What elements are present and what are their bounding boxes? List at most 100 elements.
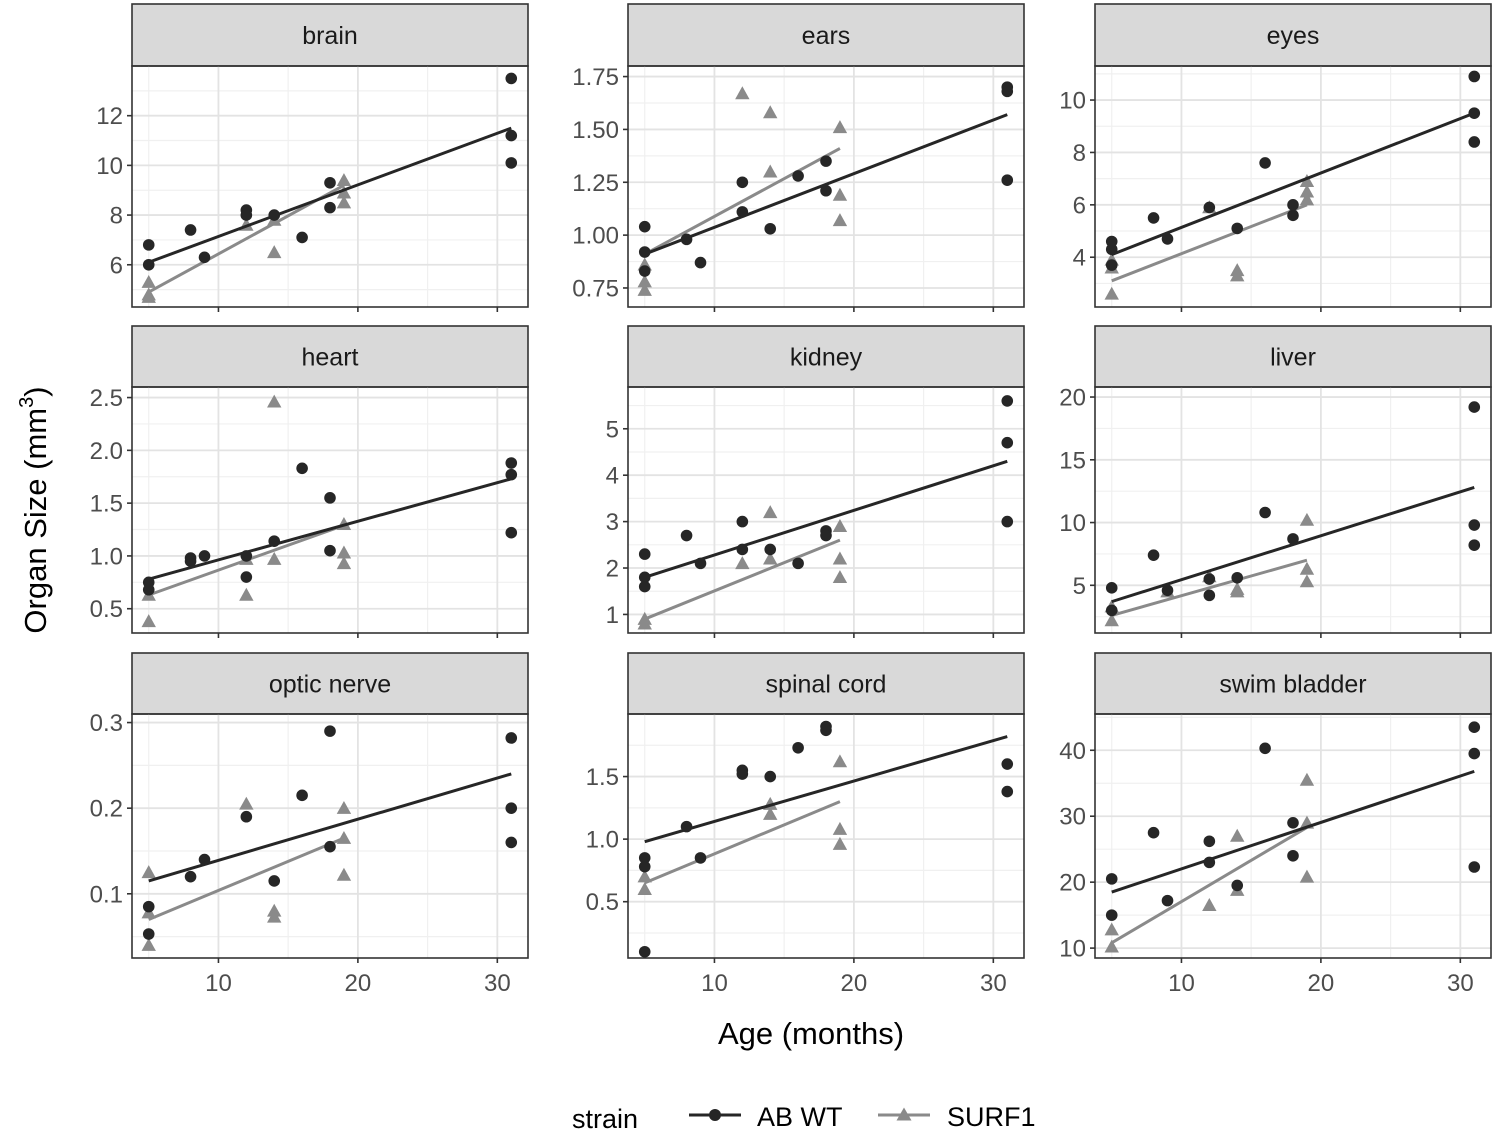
point-spinal-cord-ab-wt-0 [638,852,651,864]
legend-label-surf1: SURF1 [947,1102,1036,1132]
y-tick-label-liver-2: 15 [1059,447,1086,474]
point-swim-bladder-surf1-5 [1299,772,1315,786]
fit-line-swim-bladder-surf1 [1110,826,1308,945]
x-tick-label-swim-bladder-0: 10 [1168,970,1195,997]
y-tick-label-eyes-0: 4 [1073,245,1086,272]
facet-data-brain [141,72,518,303]
point-kidney-ab-wt-0 [638,548,651,560]
point-kidney-ab-wt-12 [1001,436,1014,449]
facet-strip-label-liver: liver [1270,344,1316,372]
point-swim-bladder-ab-wt-10 [1468,721,1481,733]
facet-border-spinal-cord [627,713,1025,959]
facet-grid-optic-nerve [132,714,528,958]
y-tick-label-heart-4: 2.5 [90,385,123,412]
point-swim-bladder-ab-wt-8 [1287,817,1299,829]
y-tick-label-optic-nerve-0: 0.1 [90,881,123,908]
point-ears-ab-wt-0 [638,220,651,233]
point-heart-surf1-7 [336,545,352,559]
point-heart-surf1-5 [267,551,282,565]
facet-strip-label-kidney: kidney [790,344,863,372]
point-eyes-ab-wt-1 [1105,243,1118,256]
point-optic-nerve-ab-wt-3 [198,853,211,866]
point-eyes-surf1-2 [1104,286,1119,300]
y-tick-label-liver-3: 20 [1059,385,1086,412]
facet-data-liver [1104,401,1481,627]
y-axis-title: Organ Size (mm3) [16,386,53,633]
fit-line-ears-ab-wt [644,113,1008,256]
point-heart-surf1-0 [141,614,156,628]
point-eyes-ab-wt-4 [1161,233,1174,245]
point-optic-nerve-ab-wt-8 [324,840,336,853]
y-tick-label-brain-1: 8 [110,203,123,230]
facet-strip-label-spinal-cord: spinal cord [766,671,887,699]
y-tick-label-brain-2: 10 [96,153,123,180]
point-brain-surf1-5 [267,245,282,259]
facet-strip-label-brain: brain [302,22,358,50]
point-eyes-ab-wt-8 [1287,209,1299,222]
y-tick-label-kidney-3: 4 [606,463,619,490]
legend-point-surf1 [896,1107,912,1121]
point-liver-ab-wt-6 [1231,571,1244,584]
point-swim-bladder-ab-wt-5 [1203,856,1216,869]
point-liver-ab-wt-0 [1105,582,1118,594]
x-tick-label-optic-nerve-2: 30 [484,970,511,997]
point-swim-bladder-ab-wt-0 [1105,873,1118,885]
facet-border-optic-nerve [131,713,529,959]
point-swim-bladder-ab-wt-11 [1468,747,1481,760]
point-brain-ab-wt-3 [198,251,211,264]
legend-point-ab-wt [709,1109,721,1121]
facet-strip-label-ears: ears [802,22,851,50]
x-tick-label-optic-nerve-0: 10 [205,970,232,997]
fit-line-heart-ab-wt [148,477,512,581]
point-brain-ab-wt-1 [142,258,155,271]
y-tick-label-spinal-cord-2: 1.5 [586,764,619,791]
facet-strip-eyes [1094,3,1492,67]
point-spinal-cord-ab-wt-3 [680,820,693,833]
point-eyes-ab-wt-6 [1231,222,1244,235]
point-optic-nerve-ab-wt-11 [505,836,518,849]
point-swim-bladder-surf1-0 [1104,922,1119,936]
point-kidney-ab-wt-13 [1001,515,1014,528]
point-optic-nerve-surf1-8 [336,867,352,881]
legend-key-surf1 [878,1107,930,1121]
point-ears-ab-wt-6 [736,206,749,218]
point-liver-ab-wt-4 [1203,589,1216,602]
point-liver-ab-wt-8 [1287,533,1299,545]
point-spinal-cord-surf1-0 [637,881,652,895]
point-brain-ab-wt-6 [268,209,281,221]
point-liver-ab-wt-7 [1259,506,1271,519]
point-brain-surf1-8 [336,185,352,199]
point-optic-nerve-surf1-3 [239,796,254,810]
y-tick-label-liver-0: 5 [1073,573,1086,600]
point-eyes-ab-wt-2 [1105,259,1118,271]
fit-line-kidney-surf1 [644,538,841,621]
fit-line-eyes-surf1 [1111,203,1308,283]
point-optic-nerve-surf1-6 [336,800,352,814]
y-tick-label-brain-3: 12 [96,103,123,130]
point-liver-surf1-5 [1230,584,1245,598]
point-eyes-ab-wt-12 [1468,136,1481,148]
facet-strip-label-eyes: eyes [1267,22,1320,50]
facet-border-kidney [627,386,1025,634]
point-liver-surf1-7 [1299,561,1315,575]
point-brain-surf1-7 [336,195,352,209]
point-swim-bladder-ab-wt-9 [1287,849,1299,862]
point-ears-surf1-8 [832,213,848,227]
point-ears-ab-wt-9 [820,155,832,167]
y-tick-label-swim-bladder-2: 30 [1059,804,1086,831]
point-ears-ab-wt-13 [1001,174,1014,186]
facet-strip-brain [131,3,529,67]
point-heart-ab-wt-13 [505,526,518,539]
point-swim-bladder-surf1-2 [1202,898,1217,912]
x-tick-label-swim-bladder-1: 20 [1308,970,1335,997]
facet-grid-ears [628,66,1024,307]
point-liver-ab-wt-2 [1147,549,1160,561]
fit-line-optic-nerve-ab-wt [148,772,512,883]
facet-strip-ears [627,3,1025,67]
facet-ears: ears 0.75 1.00 1.25 1.50 1.75 [572,3,1025,312]
facet-data-spinal-cord [637,720,1014,958]
point-brain-ab-wt-8 [324,176,336,189]
point-swim-bladder-ab-wt-2 [1147,826,1160,839]
legend: strain AB WT SURF1 [572,1102,1036,1134]
